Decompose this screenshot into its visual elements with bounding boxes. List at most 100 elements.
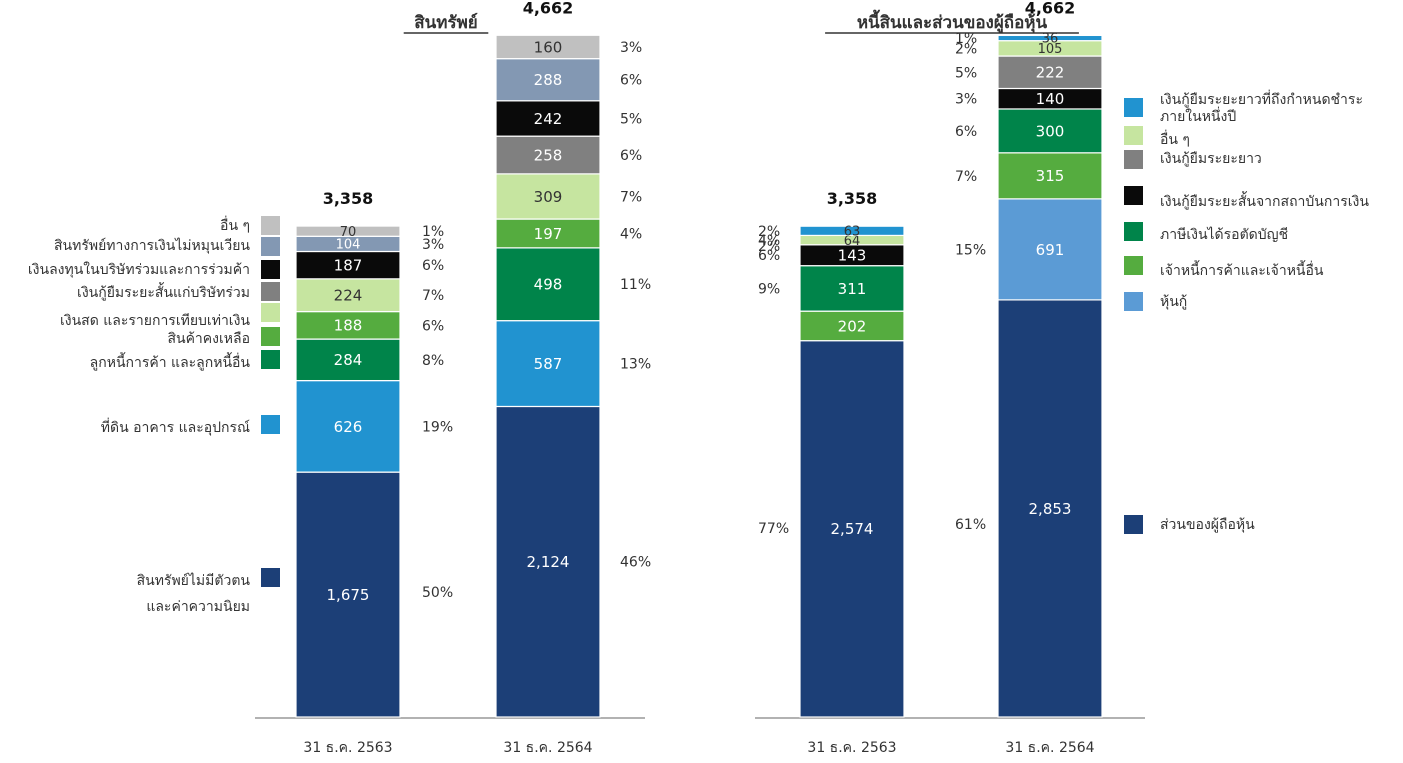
- legend-swatch-0-4: [261, 303, 280, 322]
- data-label-0-1-0: 2,124: [527, 553, 570, 571]
- percent-label-0-1-8: 3%: [620, 40, 642, 56]
- bar-segment-0-1-5: [495, 135, 601, 175]
- legend-swatch-0-0: [261, 568, 280, 587]
- percent-label-0-1-0: 46%: [620, 555, 651, 571]
- data-label-1-1-2: 315: [1036, 167, 1065, 185]
- data-label-0-0-6: 187: [334, 257, 363, 275]
- bar-segment-1-1-2: [997, 152, 1103, 200]
- legend-label-0-2: ลูกหนี้การค้า และลูกหนี้อื่น: [90, 352, 251, 371]
- percent-label-1-1-6: 2%: [955, 41, 977, 57]
- legend-swatch-0-8: [261, 216, 280, 235]
- legend-label-1-6: อื่น ๆ: [1160, 130, 1190, 148]
- legend-swatch-1-3: [1124, 222, 1143, 241]
- data-label-1-1-1: 691: [1036, 241, 1065, 259]
- data-label-0-0-7: 104: [336, 238, 361, 253]
- percent-label-1-0-3: 9%: [758, 281, 780, 297]
- data-label-1-1-4: 140: [1036, 90, 1065, 108]
- percent-label-1-0-4: 6%: [758, 248, 780, 264]
- percent-label-0-0-8: 1%: [422, 224, 444, 240]
- legend-label-1-3: ภาษีเงินได้รอตัดบัญชี: [1160, 226, 1288, 243]
- legend-label-1-5: เงินกู้ยืมระยะยาว: [1160, 151, 1262, 167]
- data-label-0-1-5: 258: [534, 146, 563, 164]
- data-label-1-1-3: 300: [1036, 122, 1065, 140]
- percent-label-1-1-3: 6%: [955, 124, 977, 140]
- total-label-0-1: 4,662: [523, 0, 574, 17]
- legend-swatch-0-1: [261, 415, 280, 434]
- data-label-0-0-2: 284: [334, 351, 363, 369]
- percent-label-extra-1-0: 2%: [758, 239, 780, 255]
- legend-label-1-2: เจ้าหนี้การค้าและเจ้าหนี้อื่น: [1160, 260, 1324, 279]
- bar-segment-0-1-4: [495, 173, 601, 220]
- data-label-0-1-7: 288: [534, 71, 563, 89]
- data-label-1-1-5: 222: [1036, 64, 1065, 82]
- legend-swatch-0-3: [261, 327, 280, 346]
- legend-label-0-4: เงินสด และรายการเทียบเท่าเงิน: [60, 313, 250, 329]
- bar-segment-0-0-2: [295, 338, 401, 382]
- legend-swatch-0-6: [261, 260, 280, 279]
- total-label-1-1: 4,662: [1025, 0, 1076, 17]
- data-label-1-0-4: 143: [838, 247, 867, 265]
- legend-label-0-0: สินทรัพย์ไม่มีตัวตน: [137, 572, 251, 589]
- legend-swatch-1-5: [1124, 150, 1143, 169]
- bar-segment-1-1-5: [997, 55, 1103, 90]
- category-label-1-1: 31 ธ.ค. 2564: [1005, 740, 1094, 756]
- percent-label-0-1-4: 7%: [620, 189, 642, 205]
- bar-segment-1-0-7: [799, 225, 905, 237]
- bar-segment-1-1-0: [997, 299, 1103, 718]
- bar-segment-1-0-3: [799, 265, 905, 312]
- chart-title-1: หนี้สินและส่วนของผู้ถือหุ้น: [857, 9, 1048, 34]
- percent-label-1-1-4: 3%: [955, 92, 977, 108]
- percent-label-1-0-7: 2%: [758, 224, 780, 240]
- percent-label-1-1-5: 5%: [955, 65, 977, 81]
- percent-label-1-1-0: 61%: [955, 517, 986, 533]
- percent-label-0-0-2: 8%: [422, 353, 444, 369]
- data-label-0-1-8: 160: [534, 38, 563, 56]
- data-label-0-0-0: 1,675: [327, 586, 370, 604]
- percent-label-0-0-4: 7%: [422, 288, 444, 304]
- percent-label-0-1-5: 6%: [620, 148, 642, 164]
- bar-segment-1-0-2: [799, 310, 905, 342]
- data-label-0-0-3: 188: [334, 317, 363, 335]
- legend-label-1-7-line1: ภายในหนึ่งปี: [1160, 107, 1236, 125]
- bar-segment-0-0-8: [295, 225, 401, 237]
- data-label-0-1-2: 498: [534, 276, 563, 294]
- percent-label-0-1-7: 6%: [620, 73, 642, 89]
- category-label-1-0: 31 ธ.ค. 2563: [807, 740, 896, 756]
- bar-segment-0-0-0: [295, 471, 401, 718]
- percent-label-0-0-7: 3%: [422, 237, 444, 253]
- data-label-1-0-6: 64: [844, 234, 861, 249]
- data-label-1-1-7: 36: [1042, 32, 1059, 47]
- data-label-0-1-3: 197: [534, 225, 563, 243]
- data-label-1-0-3: 311: [838, 280, 867, 298]
- data-label-1-1-6: 105: [1038, 42, 1063, 57]
- legend-label-1-4: เงินกู้ยืมระยะสั้นจากสถาบันการเงิน: [1160, 191, 1369, 210]
- bar-segment-0-1-2: [495, 247, 601, 322]
- data-label-0-0-8: 70: [340, 225, 357, 240]
- total-label-0-0: 3,358: [323, 189, 374, 208]
- bar-segment-1-1-7: [997, 34, 1103, 42]
- data-label-1-0-7: 63: [844, 224, 861, 239]
- bar-segment-0-0-3: [295, 310, 401, 340]
- bar-segment-0-0-6: [295, 250, 401, 280]
- data-label-1-0-0: 2,574: [831, 520, 874, 538]
- percent-label-1-0-6: 4%: [758, 233, 780, 249]
- data-label-1-0-2: 202: [838, 317, 867, 335]
- legend-swatch-1-4: [1124, 186, 1143, 205]
- data-label-0-1-6: 242: [534, 110, 563, 128]
- bar-segment-1-1-1: [997, 198, 1103, 301]
- legend-swatch-1-1: [1124, 292, 1143, 311]
- total-label-1-0: 3,358: [827, 189, 878, 208]
- bar-segment-0-1-6: [495, 100, 601, 137]
- percent-label-0-0-1: 19%: [422, 419, 453, 435]
- legend-swatch-1-0: [1124, 515, 1143, 534]
- bar-segment-0-1-3: [495, 218, 601, 249]
- legend-swatch-1-2: [1124, 256, 1143, 275]
- category-label-0-1: 31 ธ.ค. 2564: [503, 740, 592, 756]
- data-label-0-0-4: 224: [334, 287, 363, 305]
- data-label-0-0-1: 626: [334, 418, 363, 436]
- percent-label-0-1-3: 4%: [620, 226, 642, 242]
- legend-label-0-8: อื่น ๆ: [220, 216, 250, 234]
- legend-label-0-6: เงินลงทุนในบริษัทร่วมและการร่วมค้า: [28, 261, 250, 278]
